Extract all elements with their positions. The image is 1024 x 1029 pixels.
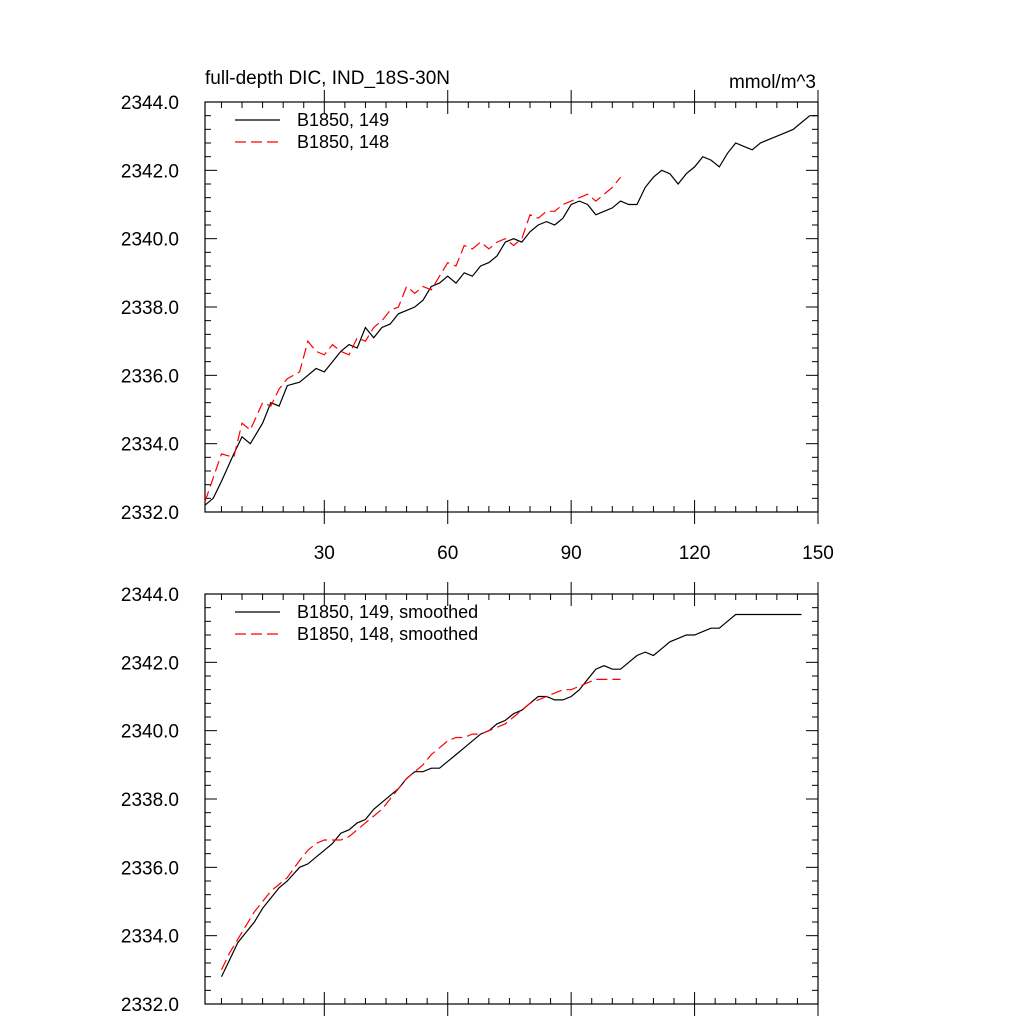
series-line-1 bbox=[220, 678, 621, 971]
y-tick-label: 2338.0 bbox=[121, 298, 179, 319]
series-line-0 bbox=[220, 613, 802, 977]
y-tick-label: 2340.0 bbox=[121, 722, 179, 743]
y-tick-label: 2344.0 bbox=[121, 93, 179, 114]
y-tick-label: 2342.0 bbox=[121, 653, 179, 674]
y-tick-label: 2332.0 bbox=[121, 503, 179, 524]
y-tick-label: 2334.0 bbox=[121, 435, 179, 456]
units-label: mmol/m^3 bbox=[729, 72, 816, 93]
legend-label-0: B1850, 149, smoothed bbox=[297, 602, 478, 622]
chart-title: full-depth DIC, IND_18S-30N bbox=[205, 68, 450, 89]
panel-top: 2332.0 2334.0 2336.0 2338.0 2340.0 2342.0 2344… bbox=[121, 68, 834, 564]
x-tick-label: 150 bbox=[802, 543, 834, 564]
y-tick-label: 2334.0 bbox=[121, 927, 179, 948]
x-tick-label: 90 bbox=[561, 543, 582, 564]
y-tick-label: 2340.0 bbox=[121, 230, 179, 251]
y-tick-label: 2342.0 bbox=[121, 161, 179, 182]
y-tick-label: 2336.0 bbox=[121, 366, 179, 387]
x-tick-label: 60 bbox=[437, 543, 458, 564]
series-line-1 bbox=[204, 176, 621, 502]
y-tick-label: 2344.0 bbox=[121, 585, 179, 606]
x-tick-label: 30 bbox=[314, 543, 335, 564]
y-tick-label: 2338.0 bbox=[121, 790, 179, 811]
plot-frame bbox=[204, 593, 819, 1005]
series-line-0 bbox=[204, 115, 818, 506]
x-tick-label: 120 bbox=[679, 543, 711, 564]
y-tick-label: 2336.0 bbox=[121, 858, 179, 879]
legend-label-1: B1850, 148, smoothed bbox=[297, 624, 478, 644]
y-tick-label: 2332.0 bbox=[121, 995, 179, 1016]
legend-label-0: B1850, 149 bbox=[297, 110, 389, 130]
panel-bottom: 2332.0 2334.0 2336.0 2338.0 2340.0 2342.0 2344… bbox=[121, 582, 819, 1016]
plot-frame bbox=[204, 101, 819, 513]
legend-label-1: B1850, 148 bbox=[297, 132, 389, 152]
